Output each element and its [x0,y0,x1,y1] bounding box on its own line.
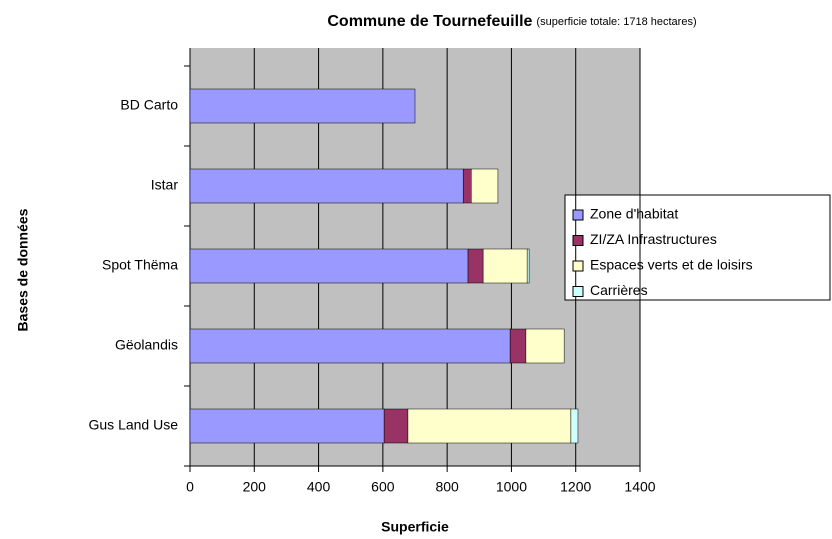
x-tick-label: 0 [186,479,194,495]
legend-label: Carrières [590,282,648,298]
bar-segment [471,168,499,204]
legend-swatch [572,209,584,221]
legend-swatch [572,286,584,297]
legend-swatch [572,235,584,246]
x-tick-label: 800 [435,479,459,495]
legend-label: Espaces verts et de loisirs [590,257,753,273]
y-tick-label: Spot Thëma [102,257,178,273]
bar-segment [462,168,472,204]
bar-segment [509,328,527,364]
y-tick-label: Istar [151,177,179,193]
bar-segment [482,248,528,284]
legend-label: ZI/ZA Infrastructures [590,231,717,247]
x-tick-label: 1200 [560,479,591,495]
legend-label: Zone d'habitat [590,206,678,222]
bar-segment [407,408,572,444]
bar-segment [526,248,530,284]
bar-segment [189,88,416,124]
bar-segment [189,328,511,364]
x-tick-label: 600 [371,479,395,495]
x-tick-label: 1000 [496,479,527,495]
x-tick-label: 200 [243,479,267,495]
bar-segment [189,408,385,444]
bar-segment [467,248,484,284]
bar-segment [383,408,409,444]
x-axis-label: Superficie [381,519,449,535]
legend-swatch [572,260,584,272]
bar-segment [189,248,469,284]
y-tick-label: Gus Land Use [89,417,179,433]
bar-segment [525,328,565,364]
legend [564,194,831,301]
x-tick-label: 400 [307,479,331,495]
chart-title: Commune de Tournefeuille (superficie tota… [327,13,696,30]
bar-segment [189,168,464,204]
y-tick-label: Gëolandis [115,337,178,353]
y-tick-label: BD Carto [120,97,178,113]
subtitle: (superficie totale: 1718 hectares) [536,16,696,28]
title: Commune de Tournefeuille [327,13,532,30]
y-axis-label: Bases de données [15,208,31,331]
bar-segment [570,408,579,444]
x-tick-label: 1400 [624,479,655,495]
